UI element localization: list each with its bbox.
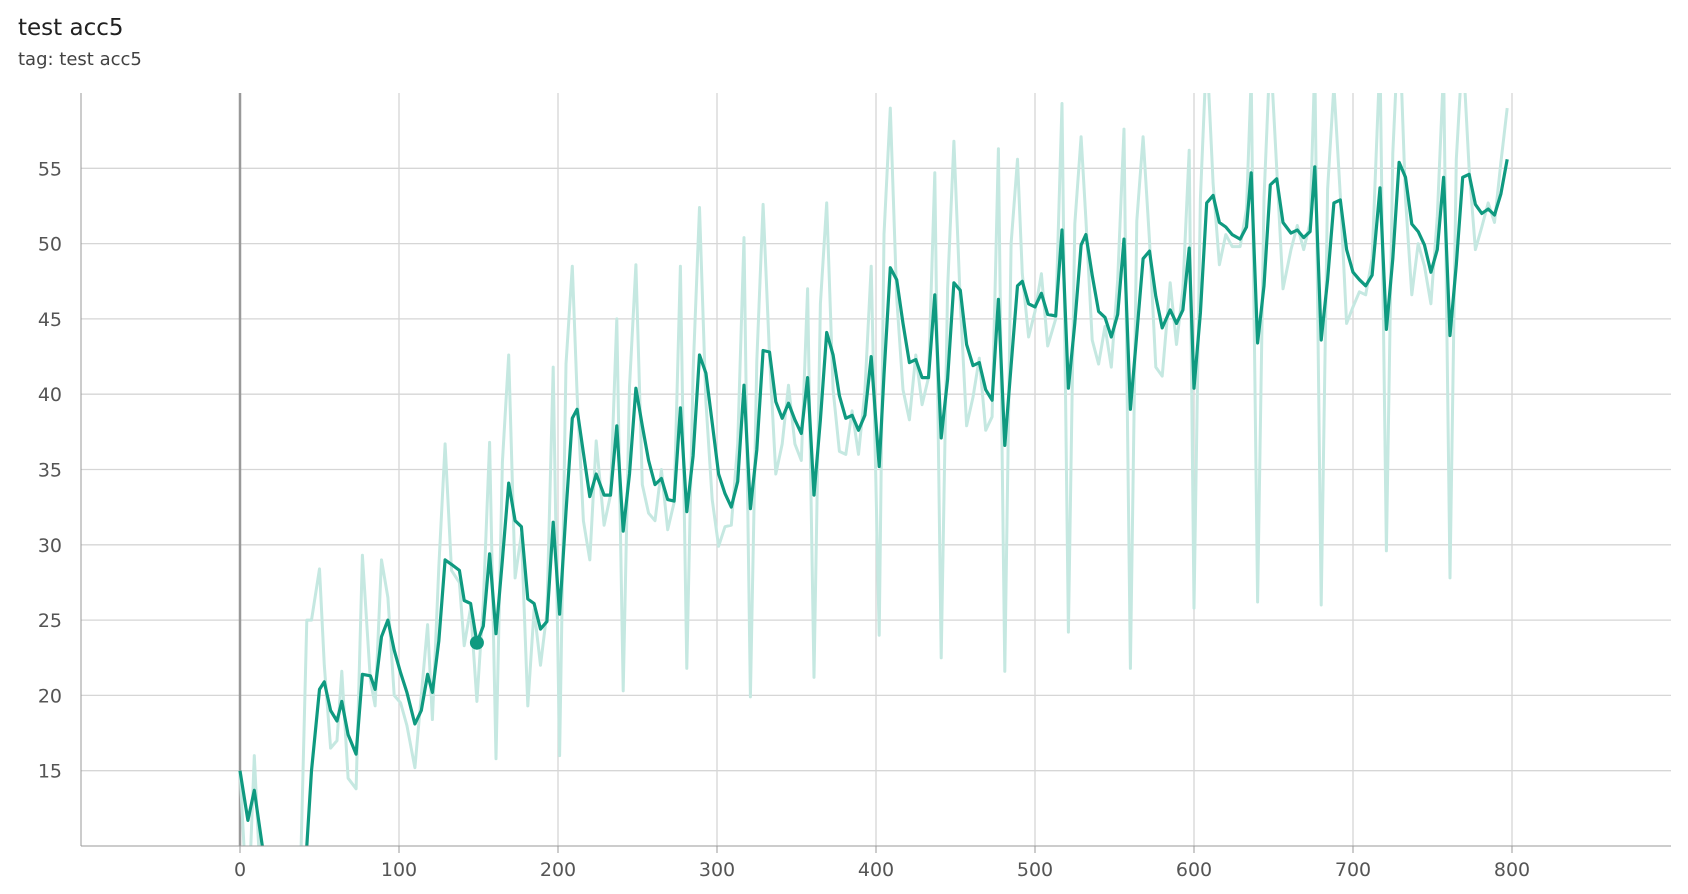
- chart-title: test acc5: [18, 15, 124, 41]
- hover-marker: [469, 635, 484, 650]
- y-tick-label: 35: [38, 460, 62, 482]
- plot-area: [238, 93, 1509, 846]
- y-tick-label: 55: [38, 158, 62, 180]
- x-tick-label: 500: [1017, 859, 1053, 881]
- y-tick-label: 40: [38, 384, 62, 406]
- y-tick-label: 50: [38, 234, 62, 256]
- series-line: [238, 93, 1509, 846]
- x-tick-label: 400: [858, 859, 894, 881]
- y-tick-label: 15: [38, 761, 62, 783]
- x-tick-label: 100: [381, 859, 417, 881]
- x-tick-label: 200: [540, 859, 576, 881]
- y-tick-label: 25: [38, 610, 62, 632]
- x-tick-label: 0: [234, 859, 246, 881]
- x-tick-label: 600: [1176, 859, 1212, 881]
- x-tick-label: 700: [1335, 859, 1371, 881]
- x-tick-label: 300: [699, 859, 735, 881]
- y-tick-label: 20: [38, 685, 62, 707]
- chart-subtitle: tag: test acc5: [18, 49, 142, 70]
- x-tick-label: 800: [1494, 859, 1530, 881]
- series-line: [238, 159, 1509, 846]
- y-tick-label: 45: [38, 309, 62, 331]
- y-tick-label: 30: [38, 535, 62, 557]
